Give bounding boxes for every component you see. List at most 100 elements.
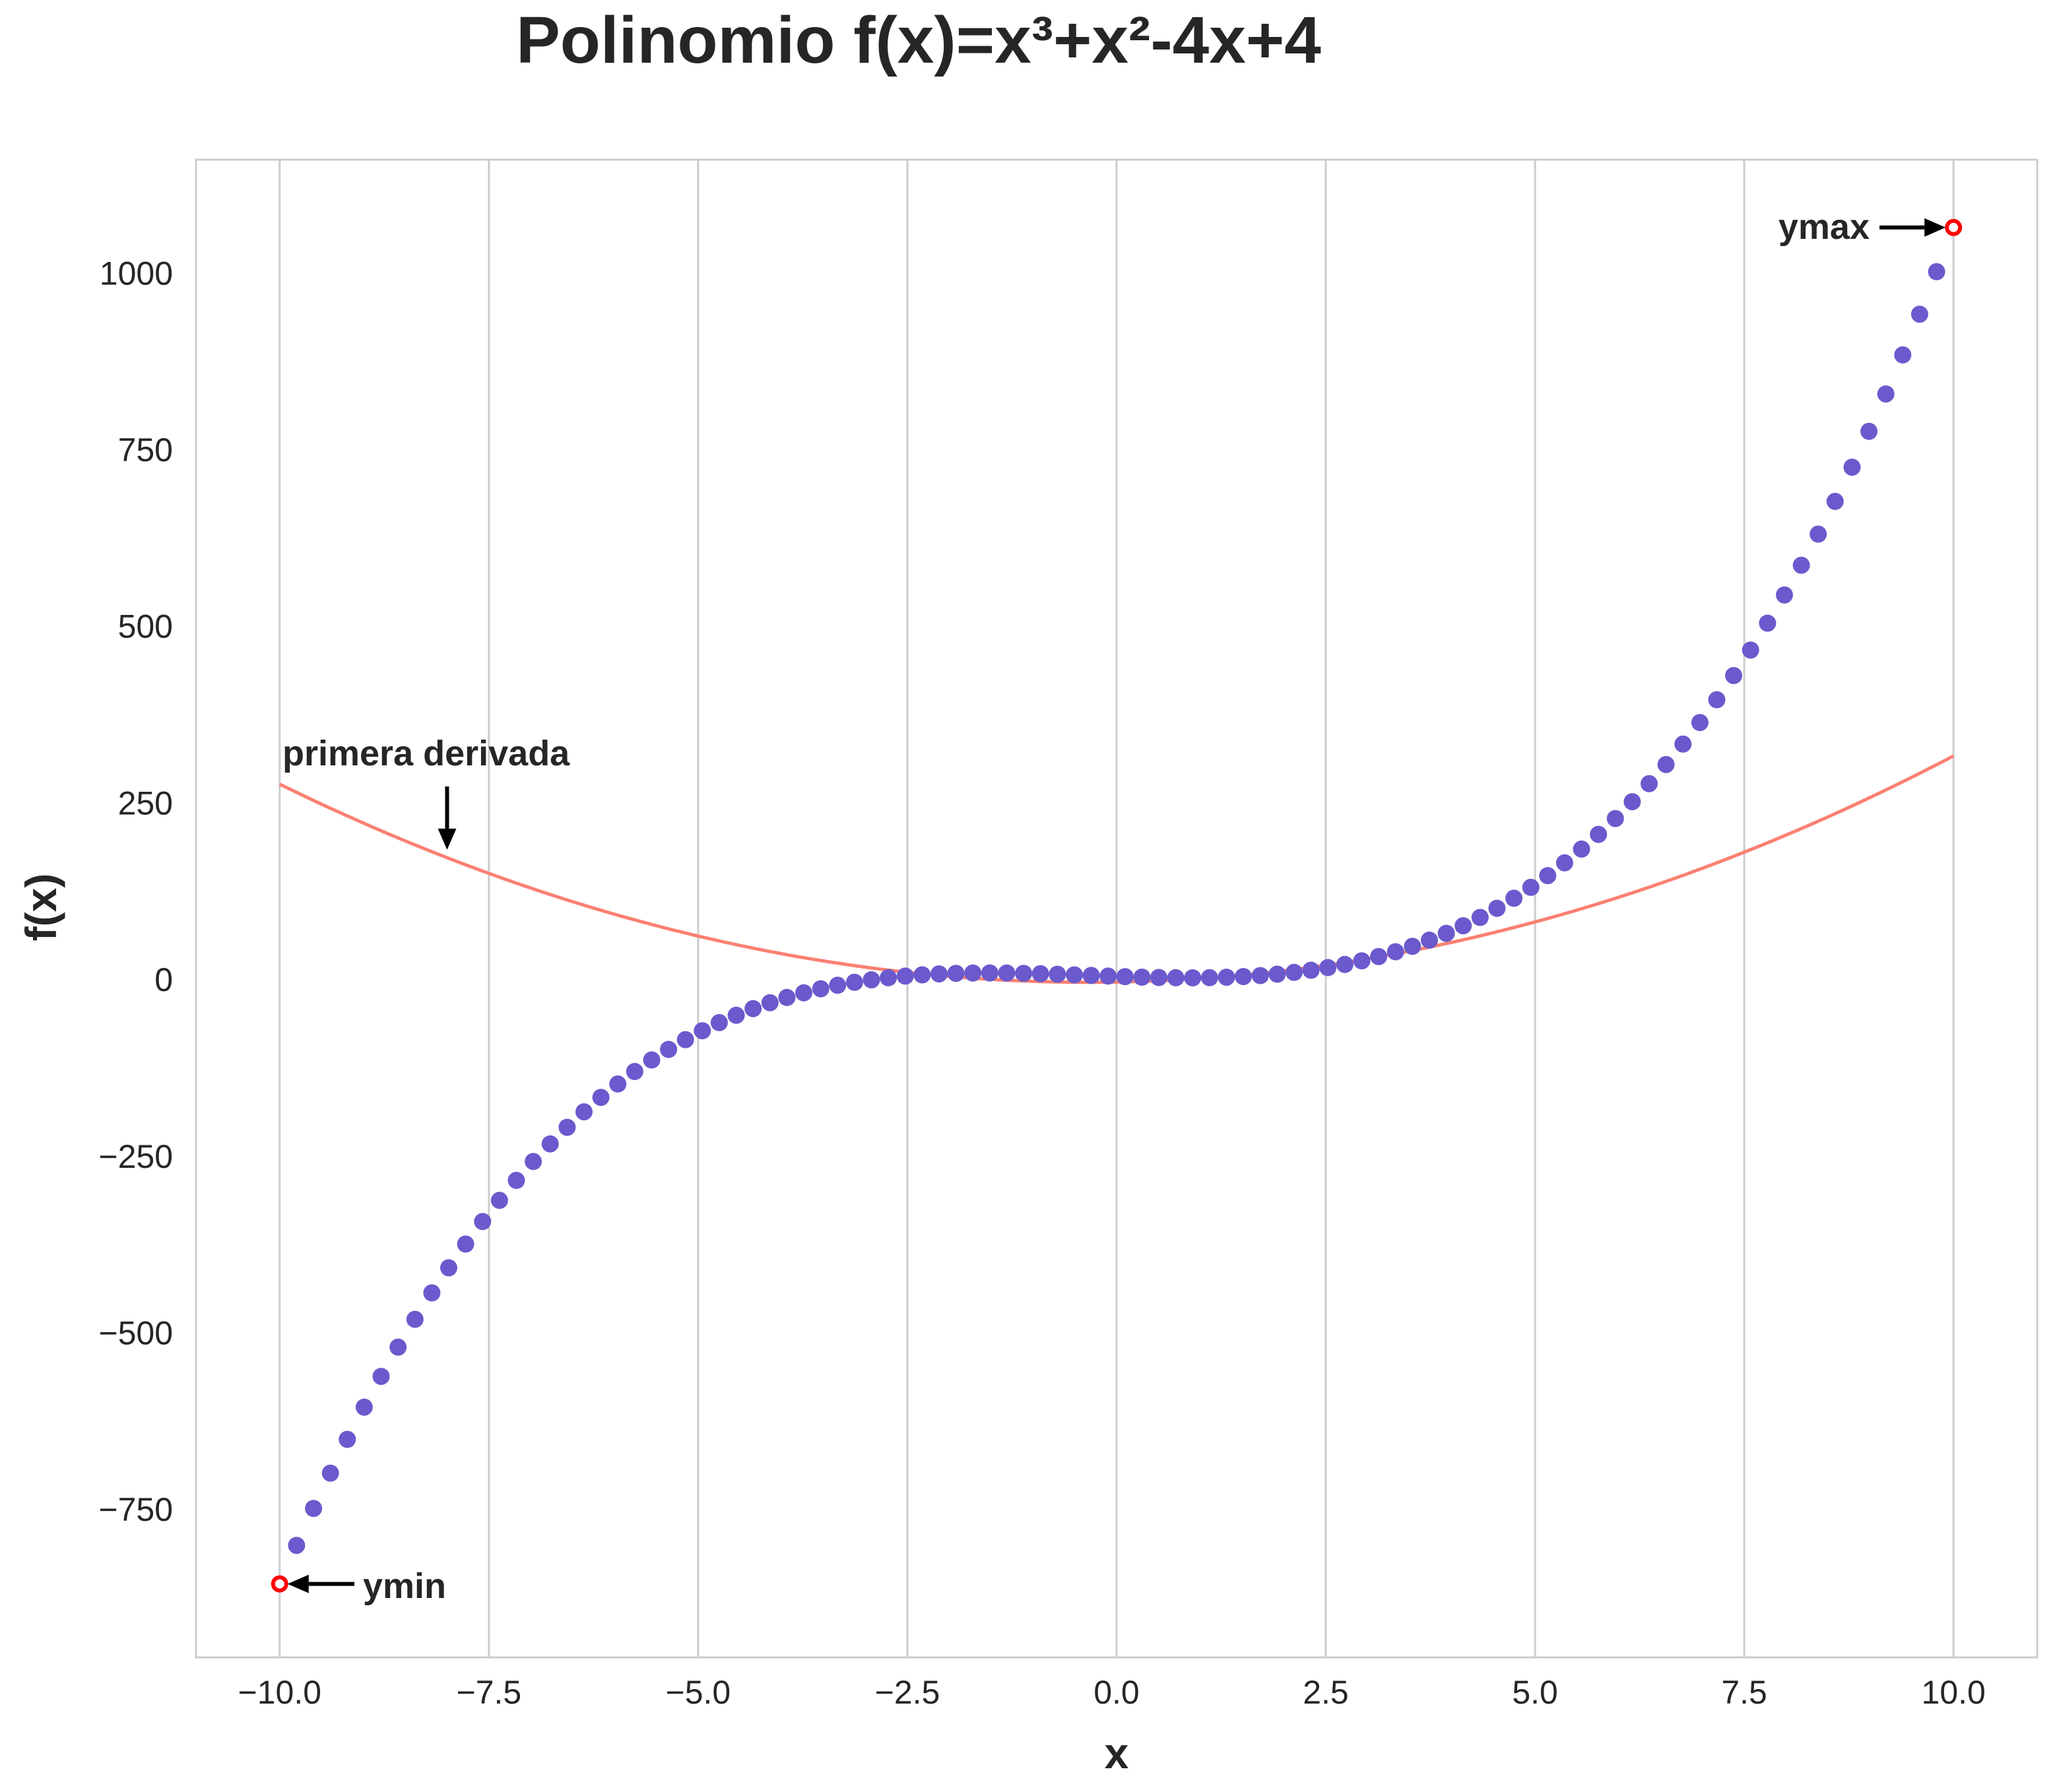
scatter-points — [288, 263, 1945, 1554]
scatter-point — [575, 1103, 593, 1121]
y-tick-label: 1000 — [100, 255, 173, 292]
y-axis-label: f(x) — [16, 874, 65, 942]
scatter-point — [1539, 867, 1557, 885]
scatter-point — [1066, 966, 1083, 984]
scatter-point — [1641, 775, 1658, 792]
scatter-point — [829, 976, 847, 994]
scatter-point — [1218, 969, 1235, 986]
scatter-point — [1404, 938, 1421, 955]
grid — [278, 160, 1955, 1657]
scatter-point — [1691, 714, 1709, 732]
scatter-point — [558, 1118, 576, 1136]
scatter-point — [339, 1430, 356, 1448]
extrema-markers — [271, 218, 1963, 1593]
scatter-point — [1555, 854, 1573, 872]
scatter-point — [863, 971, 880, 988]
scatter-point — [643, 1051, 661, 1069]
x-tick-label: 5.0 — [1512, 1674, 1558, 1711]
scatter-point — [981, 964, 998, 982]
scatter-point — [1082, 967, 1100, 984]
scatter-point — [609, 1075, 627, 1093]
scatter-point — [1286, 963, 1303, 981]
scatter-point — [1674, 735, 1692, 753]
arrow-primera-derivada — [438, 786, 457, 850]
scatter-point — [1708, 691, 1726, 709]
scatter-point — [1826, 492, 1844, 510]
scatter-point — [1488, 899, 1506, 917]
x-axis-label: x — [1105, 1729, 1129, 1777]
scatter-point — [525, 1153, 542, 1170]
scatter-point — [1049, 965, 1066, 983]
scatter-point — [1910, 305, 1928, 323]
scatter-point — [964, 964, 982, 982]
scatter-point — [1759, 614, 1777, 632]
y-tick-label: 0 — [154, 961, 173, 998]
annotation-primera-derivada: primera derivada — [282, 734, 570, 773]
x-tick-label: −5.0 — [666, 1674, 731, 1711]
scatter-point — [1742, 641, 1759, 659]
x-tick-label: −7.5 — [457, 1674, 522, 1711]
scatter-point — [947, 965, 965, 982]
scatter-point — [457, 1235, 474, 1253]
x-tick-label: 10.0 — [1922, 1674, 1986, 1711]
scatter-point — [880, 969, 897, 986]
y-tick-label: 500 — [118, 608, 173, 645]
scatter-point — [1421, 931, 1438, 949]
scatter-point — [474, 1213, 492, 1231]
y-tick-label: −500 — [98, 1315, 173, 1352]
scatter-point — [1437, 924, 1455, 942]
scatter-point — [490, 1192, 508, 1209]
x-tick-label: 2.5 — [1303, 1674, 1349, 1711]
scatter-point — [1590, 825, 1608, 843]
scatter-point — [1133, 969, 1151, 986]
x-tick-label: −10.0 — [238, 1674, 322, 1711]
scatter-point — [913, 966, 931, 984]
scatter-point — [1725, 666, 1743, 684]
scatter-point — [1235, 968, 1253, 986]
scatter-point — [389, 1338, 407, 1356]
scatter-point — [406, 1310, 424, 1328]
scatter-point — [1302, 961, 1320, 979]
scatter-point — [744, 1000, 762, 1017]
scatter-point — [1200, 969, 1218, 986]
scatter-point — [1928, 263, 1945, 280]
scatter-point — [660, 1040, 678, 1058]
scatter-point — [288, 1537, 306, 1554]
scatter-point — [355, 1398, 373, 1416]
scatter-point — [507, 1172, 525, 1189]
chart-title: Polinomio f(x)=x³+x²-4x+4 — [516, 3, 1321, 77]
scatter-point — [896, 967, 914, 985]
arrow-ymin — [287, 1574, 354, 1593]
scatter-point — [710, 1013, 728, 1031]
scatter-point — [676, 1031, 694, 1048]
scatter-point — [1386, 943, 1404, 961]
annotation-ymax: ymax — [1778, 207, 1870, 247]
scatter-point — [795, 984, 812, 1002]
scatter-point — [694, 1022, 711, 1040]
scatter-point — [778, 988, 796, 1006]
scatter-point — [626, 1063, 643, 1080]
scatter-point — [1522, 878, 1540, 896]
scatter-point — [1150, 969, 1167, 986]
scatter-point — [845, 973, 863, 991]
scatter-point — [1843, 459, 1861, 476]
y-tick-label: 250 — [118, 784, 173, 821]
scatter-point — [1792, 556, 1810, 574]
scatter-point — [998, 964, 1016, 982]
scatter-point — [1657, 755, 1675, 773]
scatter-point — [1370, 947, 1388, 965]
scatter-point — [592, 1089, 610, 1106]
y-tick-label: −750 — [98, 1491, 173, 1528]
scatter-point — [1336, 955, 1354, 973]
scatter-point — [1251, 967, 1269, 984]
scatter-point — [1184, 969, 1202, 986]
scatter-point — [1573, 840, 1590, 858]
scatter-point — [1894, 346, 1912, 364]
annotation-ymin: ymin — [363, 1566, 446, 1606]
y-tick-label: 750 — [118, 432, 173, 468]
annotation-arrows — [287, 218, 1946, 1593]
scatter-point — [305, 1500, 323, 1518]
x-tick-labels: −10.0 −7.5 −5.0 −2.5 0.0 2.5 5.0 7.5 10.0 — [238, 1674, 1986, 1711]
scatter-point — [1877, 385, 1895, 403]
scatter-point — [1015, 965, 1033, 982]
